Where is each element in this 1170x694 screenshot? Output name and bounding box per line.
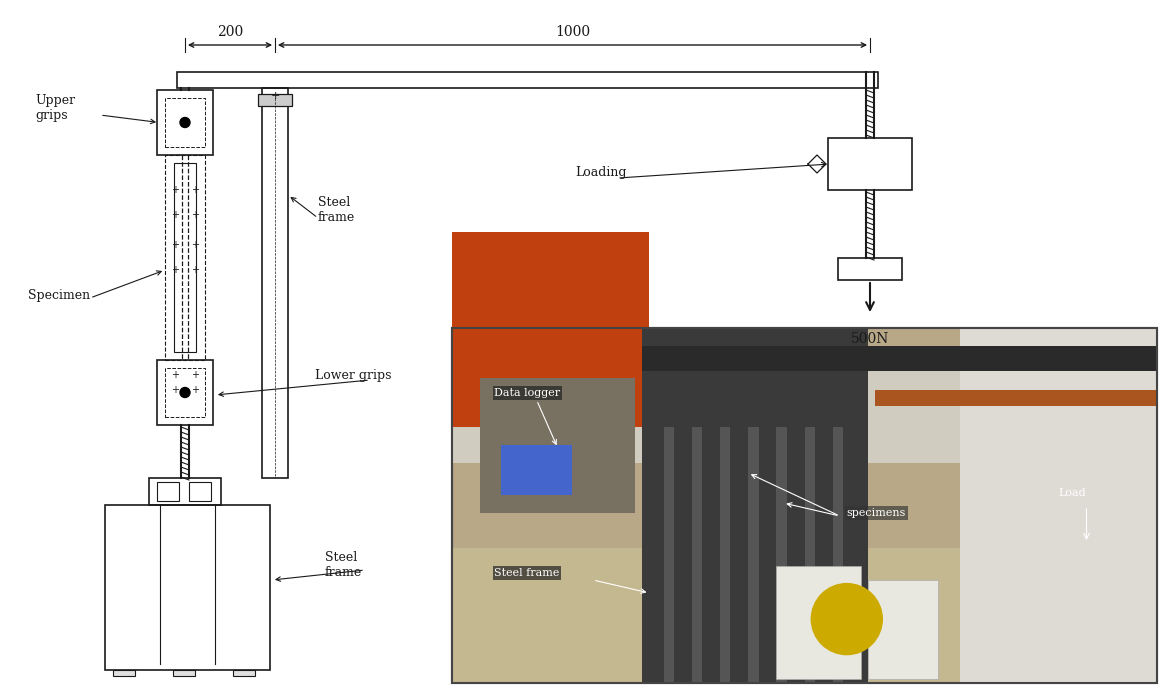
Bar	[177, 72, 877, 88]
Text: +: +	[171, 240, 179, 250]
Bar	[691, 428, 702, 683]
Bar	[777, 428, 787, 683]
Bar	[452, 328, 1157, 683]
Bar	[748, 428, 758, 683]
Bar	[642, 346, 1157, 371]
Bar	[805, 428, 815, 683]
Bar	[828, 138, 911, 190]
Bar	[157, 482, 179, 501]
Bar	[868, 580, 938, 679]
Bar	[833, 428, 844, 683]
Bar	[157, 90, 213, 155]
Bar	[452, 357, 1157, 463]
Text: +: +	[191, 240, 199, 250]
Circle shape	[180, 117, 190, 128]
Circle shape	[180, 387, 190, 398]
Bar	[480, 378, 635, 513]
Bar	[959, 328, 1157, 683]
Bar	[165, 98, 205, 147]
Text: +: +	[171, 210, 179, 220]
Text: 1000: 1000	[555, 25, 590, 39]
Bar	[642, 328, 868, 683]
Circle shape	[811, 584, 882, 654]
Text: +: +	[191, 185, 199, 195]
Text: Upper
grips: Upper grips	[35, 94, 75, 122]
Bar	[174, 163, 197, 352]
Bar	[838, 258, 902, 280]
Bar	[165, 155, 205, 360]
Bar	[777, 566, 861, 679]
Text: Lower grips: Lower grips	[315, 369, 392, 382]
Text: Steel frame: Steel frame	[494, 568, 559, 578]
Text: Loading: Loading	[574, 165, 626, 178]
Text: 200: 200	[216, 25, 243, 39]
Bar	[190, 482, 211, 501]
Text: +: +	[171, 185, 179, 195]
Text: Steel
frame: Steel frame	[325, 551, 363, 579]
Text: +: +	[171, 370, 179, 380]
Text: +: +	[270, 91, 280, 101]
Text: +: +	[191, 370, 199, 380]
Bar	[452, 548, 1157, 683]
Bar	[720, 428, 730, 683]
Bar	[259, 94, 292, 106]
Bar	[452, 328, 1157, 683]
Text: +: +	[191, 265, 199, 275]
Bar	[262, 88, 288, 478]
Bar	[105, 505, 270, 670]
Bar	[149, 478, 221, 505]
Bar	[452, 232, 649, 428]
Bar	[233, 670, 255, 676]
Bar	[165, 368, 205, 417]
Text: +: +	[191, 210, 199, 220]
Text: +: +	[171, 385, 179, 395]
Text: Steel
frame: Steel frame	[318, 196, 356, 224]
Bar	[875, 390, 1157, 406]
Text: +: +	[191, 385, 199, 395]
Text: Load: Load	[1059, 488, 1086, 498]
Text: specimens: specimens	[847, 508, 907, 518]
Text: 500N: 500N	[851, 332, 889, 346]
Bar	[113, 670, 135, 676]
Text: Data logger: Data logger	[494, 388, 560, 398]
Text: Specimen: Specimen	[28, 289, 90, 301]
Bar	[502, 445, 572, 495]
Bar	[663, 428, 674, 683]
Bar	[157, 360, 213, 425]
Text: +: +	[171, 265, 179, 275]
Bar	[173, 670, 195, 676]
